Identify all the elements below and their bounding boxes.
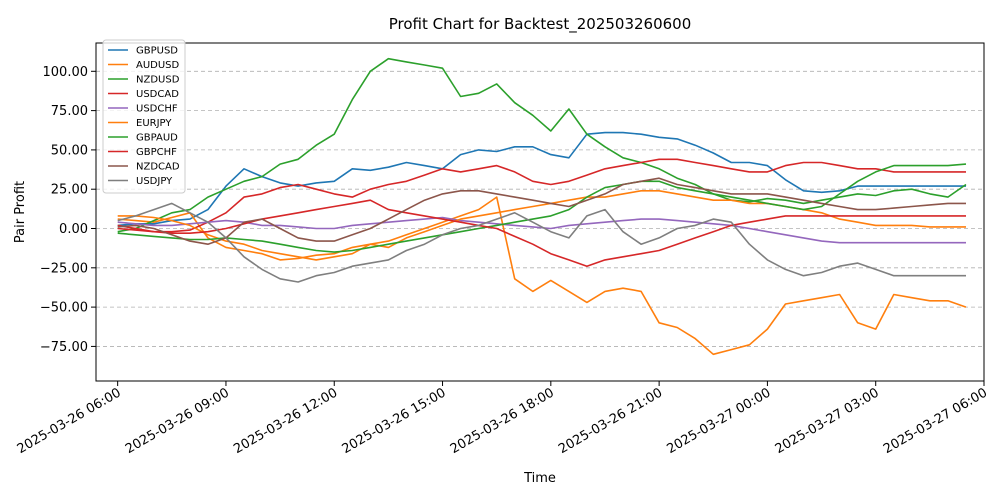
y-grid-lines <box>96 70 984 347</box>
y-axis-title: Pair Profit <box>13 181 28 243</box>
y-tick-label: −50.00 <box>40 301 88 316</box>
legend: GBPUSD AUDUSD NZDUSD USDCAD USDCHF EURJPY GBPA… <box>102 39 186 194</box>
x-axis-title: Time <box>523 471 556 486</box>
y-tick-label: 75.00 <box>51 104 88 119</box>
series-line-usdcad <box>117 158 966 233</box>
plot-area-frame <box>95 42 985 382</box>
y-tick-label: −25.00 <box>40 261 88 276</box>
legend-label: GBPCHF <box>136 147 177 158</box>
y-tick-label: −75.00 <box>40 340 88 355</box>
series-line-audusd <box>117 196 967 356</box>
legend-label: USDJPY <box>136 176 173 187</box>
legend-label: NZDCAD <box>136 162 180 173</box>
legend-label: USDCAD <box>136 89 179 100</box>
legend-label: GBPUSD <box>136 46 178 57</box>
legend-label: NZDUSD <box>136 75 180 86</box>
y-tick-label: 0.00 <box>59 222 88 237</box>
series-line-gbpusd <box>117 131 966 227</box>
series-line-nzdusd <box>117 57 967 233</box>
y-tick-label: 50.00 <box>51 143 88 158</box>
legend-label: USDCHF <box>136 104 178 115</box>
series-layer <box>117 57 967 356</box>
y-tick-label: 25.00 <box>51 183 88 198</box>
y-tick-label: 100.00 <box>43 65 89 80</box>
legend-label: EURJPY <box>136 118 172 129</box>
series-line-usdjpy <box>117 202 966 283</box>
y-axis: −75.00 −50.00 −25.00 0.00 25.00 50.00 75.00 100… <box>40 65 96 355</box>
series-line-eurjpy <box>117 190 966 261</box>
legend-label: AUDUSD <box>136 60 180 71</box>
legend-label: GBPAUD <box>136 133 178 144</box>
series-line-nzdcad <box>117 177 966 245</box>
chart-title: Profit Chart for Backtest_202503260600 <box>389 15 692 34</box>
